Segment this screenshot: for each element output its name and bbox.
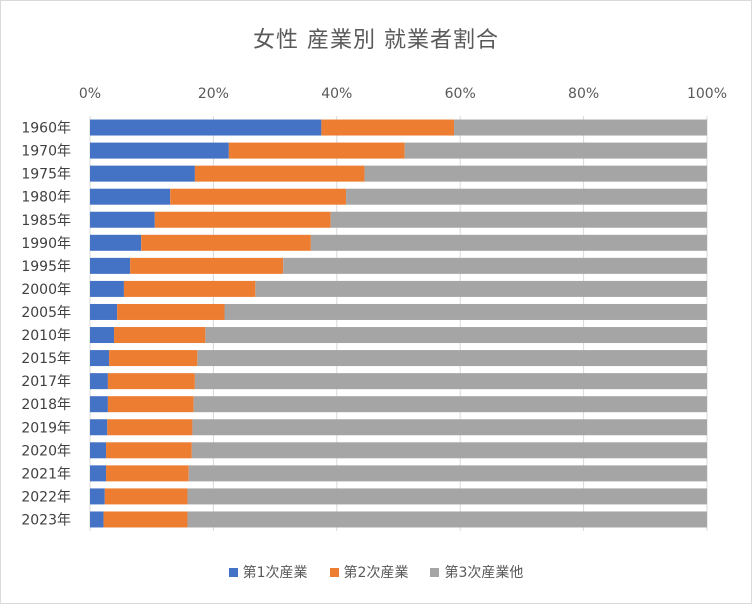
legend: 第1次産業 第2次産業 第3次産業他 bbox=[0, 562, 752, 582]
bar-segment-secondary bbox=[321, 119, 455, 136]
bar-segment-tertiary bbox=[193, 396, 707, 413]
category-label: 2010年 bbox=[21, 328, 71, 344]
bar-segment-tertiary bbox=[255, 280, 707, 297]
bar-segment-tertiary bbox=[454, 119, 707, 136]
bar-segment-primary bbox=[90, 511, 104, 528]
bar-segment-secondary bbox=[104, 488, 188, 505]
bar-segment-primary bbox=[90, 303, 118, 320]
bar-segment-secondary bbox=[114, 327, 206, 344]
bar-segment-tertiary bbox=[310, 234, 707, 251]
legend-swatch-tertiary bbox=[430, 567, 440, 577]
category-label: 1975年 bbox=[21, 167, 71, 183]
bar-segment-secondary bbox=[107, 419, 193, 436]
x-axis-ticks: 0% 20% 40% 60% 80% 100% bbox=[79, 86, 727, 102]
bar-segment-primary bbox=[90, 280, 124, 297]
category-label: 1970年 bbox=[21, 144, 71, 160]
bar-segment-secondary bbox=[107, 373, 195, 390]
x-tick-label: 40% bbox=[321, 86, 352, 102]
bar-segment-secondary bbox=[141, 234, 311, 251]
bar-segment-tertiary bbox=[283, 257, 707, 274]
bar-segment-tertiary bbox=[187, 488, 708, 505]
legend-item-tertiary: 第3次産業他 bbox=[430, 562, 523, 582]
category-label: 1960年 bbox=[21, 121, 71, 137]
category-label: 2022年 bbox=[21, 489, 71, 505]
legend-label-primary: 第1次産業 bbox=[242, 565, 308, 581]
legend-item-secondary: 第2次産業 bbox=[329, 562, 409, 582]
category-label: 2020年 bbox=[21, 443, 71, 459]
legend-item-primary: 第1次産業 bbox=[228, 562, 308, 582]
bar-segment-primary bbox=[90, 119, 322, 136]
x-tick-label: 100% bbox=[687, 86, 727, 102]
bar-segment-tertiary bbox=[197, 350, 707, 367]
category-label: 2000年 bbox=[21, 282, 71, 298]
bar-segment-primary bbox=[90, 465, 107, 482]
category-label: 1985年 bbox=[21, 213, 71, 229]
bar-segment-secondary bbox=[107, 396, 194, 413]
bar-segment-tertiary bbox=[187, 511, 708, 528]
bar-segment-secondary bbox=[106, 442, 192, 459]
bar-segment-tertiary bbox=[191, 442, 707, 459]
legend-swatch-secondary bbox=[329, 567, 339, 577]
bar-segment-tertiary bbox=[364, 165, 707, 182]
bar-segment-tertiary bbox=[205, 327, 707, 344]
x-tick-label: 60% bbox=[445, 86, 476, 102]
y-axis-categories: 1960年 1970年 1975年 1980年 1985年 1990年 1995年 2000年… bbox=[21, 121, 71, 529]
bar-segment-primary bbox=[90, 419, 108, 436]
bar-segment-secondary bbox=[228, 142, 405, 159]
bar-segment-tertiary bbox=[330, 211, 707, 228]
bar-segment-tertiary bbox=[404, 142, 707, 159]
bar-segment-primary bbox=[90, 396, 108, 413]
category-label: 1995年 bbox=[21, 259, 71, 275]
legend-label-secondary: 第2次産業 bbox=[343, 565, 409, 581]
bar-segment-secondary bbox=[170, 188, 347, 205]
gridlines bbox=[89, 116, 708, 531]
legend-label-tertiary: 第3次産業他 bbox=[444, 565, 524, 581]
bar-segment-secondary bbox=[103, 511, 188, 528]
bar-segment-secondary bbox=[123, 280, 256, 297]
category-label: 2018年 bbox=[21, 397, 71, 413]
bar-segment-primary bbox=[90, 142, 229, 159]
bar-segment-primary bbox=[90, 234, 142, 251]
category-label: 2015年 bbox=[21, 351, 71, 367]
bar-segment-secondary bbox=[154, 211, 331, 228]
bar-segment-primary bbox=[90, 488, 105, 505]
category-label: 2017年 bbox=[21, 374, 71, 390]
bar-segment-tertiary bbox=[192, 419, 707, 436]
bar-segment-primary bbox=[90, 257, 131, 274]
bar-segment-secondary bbox=[109, 350, 198, 367]
bar-segment-primary bbox=[90, 211, 155, 228]
bar-segment-primary bbox=[90, 373, 108, 390]
bar-segment-primary bbox=[90, 327, 115, 344]
legend-swatch-primary bbox=[228, 567, 238, 577]
bars bbox=[90, 119, 708, 528]
category-label: 1990年 bbox=[21, 236, 71, 252]
bar-segment-secondary bbox=[117, 303, 225, 320]
bar-segment-tertiary bbox=[194, 373, 707, 390]
category-label: 2005年 bbox=[21, 305, 71, 321]
bar-segment-primary bbox=[90, 165, 195, 182]
bar-segment-secondary bbox=[130, 257, 284, 274]
x-tick-label: 0% bbox=[79, 86, 101, 102]
category-label: 2023年 bbox=[21, 512, 71, 528]
bar-segment-tertiary bbox=[346, 188, 707, 205]
category-label: 2019年 bbox=[21, 420, 71, 436]
bar-segment-primary bbox=[90, 350, 110, 367]
bar-segment-tertiary bbox=[224, 303, 708, 320]
bar-segment-primary bbox=[90, 188, 171, 205]
category-label: 2021年 bbox=[21, 466, 71, 482]
bar-segment-secondary bbox=[194, 165, 365, 182]
bar-segment-tertiary bbox=[188, 465, 708, 482]
x-tick-label: 80% bbox=[568, 86, 599, 102]
chart-title: 女性 産業別 就業者割合 bbox=[253, 28, 499, 53]
category-label: 1980年 bbox=[21, 190, 71, 206]
x-tick-label: 20% bbox=[198, 86, 229, 102]
bar-segment-secondary bbox=[106, 465, 189, 482]
bar-segment-primary bbox=[90, 442, 107, 459]
